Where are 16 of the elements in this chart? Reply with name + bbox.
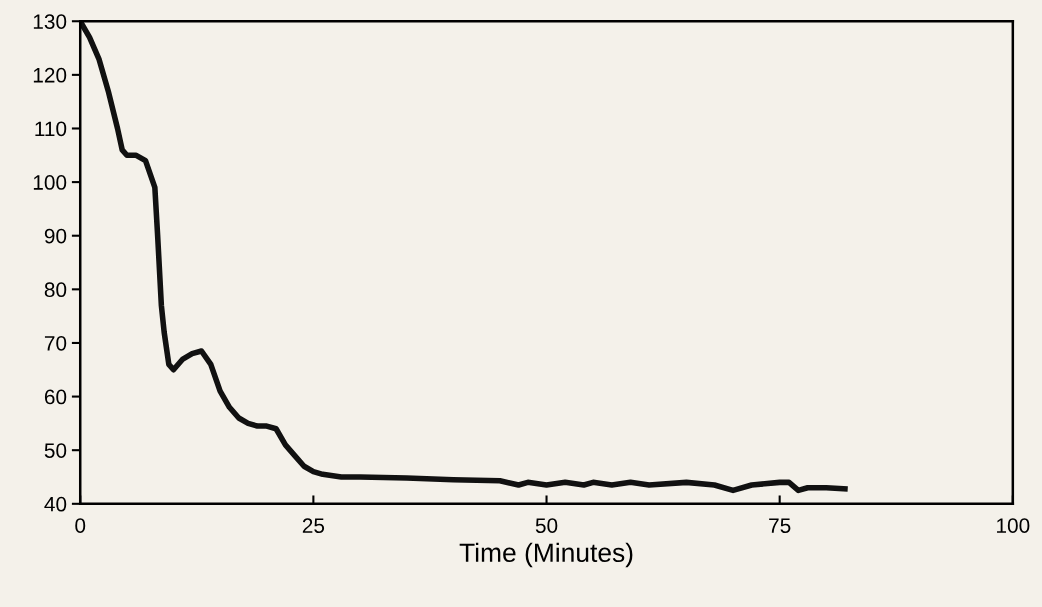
x-tick-label: 100 <box>997 518 1030 533</box>
x-tick-label: 0 <box>75 518 86 533</box>
y-tick-label: 40 <box>44 496 67 512</box>
x-tick-label: 75 <box>769 518 791 533</box>
x-tick-label: 25 <box>302 518 325 533</box>
x-axis-title: Time (Minutes) <box>459 542 633 568</box>
y-tick-label: 70 <box>44 335 67 351</box>
y-tick-label: 60 <box>44 389 67 405</box>
y-tick-label: 50 <box>44 443 67 458</box>
y-tick-label: 100 <box>33 175 67 190</box>
y-tick-label: 130 <box>33 14 67 29</box>
y-tick-label: 80 <box>44 282 67 298</box>
y-tick-label: 120 <box>33 67 67 83</box>
x-tick-label: 50 <box>535 518 558 533</box>
y-tick-label: 110 <box>35 121 67 137</box>
y-tick-label: 90 <box>44 228 67 244</box>
